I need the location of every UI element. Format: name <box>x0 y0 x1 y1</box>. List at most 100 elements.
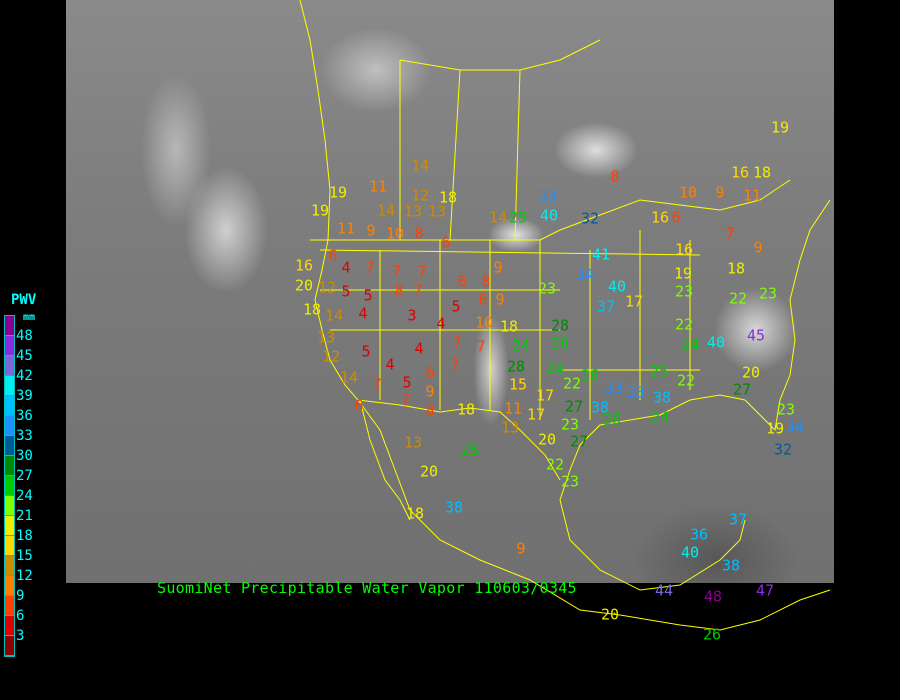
station-pwv-value: 4 <box>358 304 368 323</box>
station-pwv-value: 9 <box>715 183 725 202</box>
station-pwv-value: 18 <box>499 317 519 336</box>
station-pwv-value: 13 <box>403 433 423 452</box>
station-pwv-value: 16 <box>650 208 670 227</box>
station-pwv-value: 7 <box>452 333 462 352</box>
station-pwv-value: 13 <box>316 328 336 347</box>
station-pwv-value: 14 <box>410 156 430 175</box>
satellite-image <box>66 0 834 583</box>
station-pwv-value: 18 <box>405 504 425 523</box>
station-pwv-value: 7 <box>392 262 402 281</box>
station-pwv-value: 8 <box>414 224 424 243</box>
station-pwv-value: 14 <box>324 306 344 325</box>
station-pwv-value: 20 <box>741 363 761 382</box>
station-pwv-value: 8 <box>425 401 435 420</box>
station-pwv-value: 4 <box>341 258 351 277</box>
station-pwv-value: 33 <box>538 187 558 206</box>
legend-swatch <box>5 496 14 516</box>
legend-tick: 3 <box>16 628 25 644</box>
legend-swatch <box>5 356 14 376</box>
station-pwv-value: 32 <box>773 440 793 459</box>
legend-title: PWV <box>11 292 37 308</box>
station-pwv-value: 9 <box>753 238 763 257</box>
station-pwv-value: 5 <box>451 297 461 316</box>
station-pwv-value: 25 <box>508 208 528 227</box>
station-pwv-value: 9 <box>495 290 505 309</box>
legend-tick: 36 <box>16 408 33 424</box>
station-pwv-value: 6 <box>457 272 467 291</box>
station-pwv-value: 6 <box>478 290 488 309</box>
station-pwv-value: 23 <box>560 472 580 491</box>
station-pwv-value: 40 <box>680 543 700 562</box>
legend-swatch <box>5 316 14 336</box>
station-pwv-value: 10 <box>474 313 494 332</box>
station-pwv-value: 7 <box>725 224 735 243</box>
station-pwv-value: 25 <box>649 362 669 381</box>
station-pwv-value: 7 <box>365 258 375 277</box>
station-pwv-value: 17 <box>624 292 644 311</box>
legend-swatch <box>5 436 14 456</box>
legend-swatch <box>5 396 14 416</box>
station-pwv-value: 16 <box>674 240 694 259</box>
station-pwv-value: 27 <box>732 380 752 399</box>
station-pwv-value: 16 <box>730 163 750 182</box>
border-us-mexico <box>357 399 561 481</box>
legend-swatch <box>5 336 14 356</box>
coastline-gulf <box>559 199 831 501</box>
station-pwv-value: 24 <box>650 408 670 427</box>
station-pwv-value: 22 <box>562 374 582 393</box>
station-pwv-value: 28 <box>506 357 526 376</box>
station-pwv-value: 8 <box>610 167 620 186</box>
station-pwv-value: 6 <box>354 396 364 415</box>
station-pwv-value: 6 <box>425 363 435 382</box>
station-pwv-value: 23 <box>560 415 580 434</box>
legend-tick: 33 <box>16 428 33 444</box>
legend-tick: 24 <box>16 488 33 504</box>
station-pwv-value: 24 <box>511 336 531 355</box>
station-pwv-value: 13 <box>427 202 447 221</box>
station-pwv-value: 16 <box>294 256 314 275</box>
station-pwv-value: 20 <box>600 605 620 624</box>
station-pwv-value: 5 <box>363 286 373 305</box>
station-pwv-value: 20 <box>537 430 557 449</box>
station-pwv-value: 12 <box>321 347 341 366</box>
station-pwv-value: 33 <box>626 383 646 402</box>
legend-swatch <box>5 376 14 396</box>
legend-swatch <box>5 616 14 636</box>
legend-swatch <box>5 576 14 596</box>
station-pwv-value: 7 <box>372 375 382 394</box>
station-pwv-value: 38 <box>444 498 464 517</box>
station-pwv-value: 15 <box>508 375 528 394</box>
station-pwv-value: 34 <box>785 417 805 436</box>
station-pwv-value: 13 <box>500 418 520 437</box>
legend-tick: 30 <box>16 448 33 464</box>
station-pwv-value: 18 <box>456 400 476 419</box>
station-pwv-value: 6 <box>441 233 451 252</box>
station-pwv-value: 7 <box>450 355 460 374</box>
station-pwv-value: 6 <box>328 246 338 265</box>
station-pwv-value: 14 <box>488 208 508 227</box>
station-pwv-value: 22 <box>545 455 565 474</box>
station-pwv-value: 36 <box>689 525 709 544</box>
legend-swatch <box>5 456 14 476</box>
station-pwv-value: 37 <box>596 297 616 316</box>
canada-provinces <box>399 39 601 241</box>
station-pwv-value: 26 <box>580 366 600 385</box>
station-pwv-value: 5 <box>341 282 351 301</box>
legend-tick: 9 <box>16 588 25 604</box>
station-pwv-value: 22 <box>676 371 696 390</box>
station-pwv-value: 38 <box>652 388 672 407</box>
station-pwv-value: 20 <box>294 276 314 295</box>
station-pwv-value: 26 <box>550 334 570 353</box>
station-pwv-value: 7 <box>413 281 423 300</box>
station-pwv-value: 24 <box>680 335 700 354</box>
station-pwv-value: 18 <box>438 188 458 207</box>
station-pwv-value: 12 <box>317 278 337 297</box>
station-pwv-value: 25 <box>460 441 480 460</box>
station-pwv-value: 3 <box>407 306 417 325</box>
legend-color-bar <box>4 315 15 657</box>
station-pwv-value: 40 <box>607 277 627 296</box>
station-pwv-value: 17 <box>535 386 555 405</box>
station-pwv-value: 23 <box>776 400 796 419</box>
